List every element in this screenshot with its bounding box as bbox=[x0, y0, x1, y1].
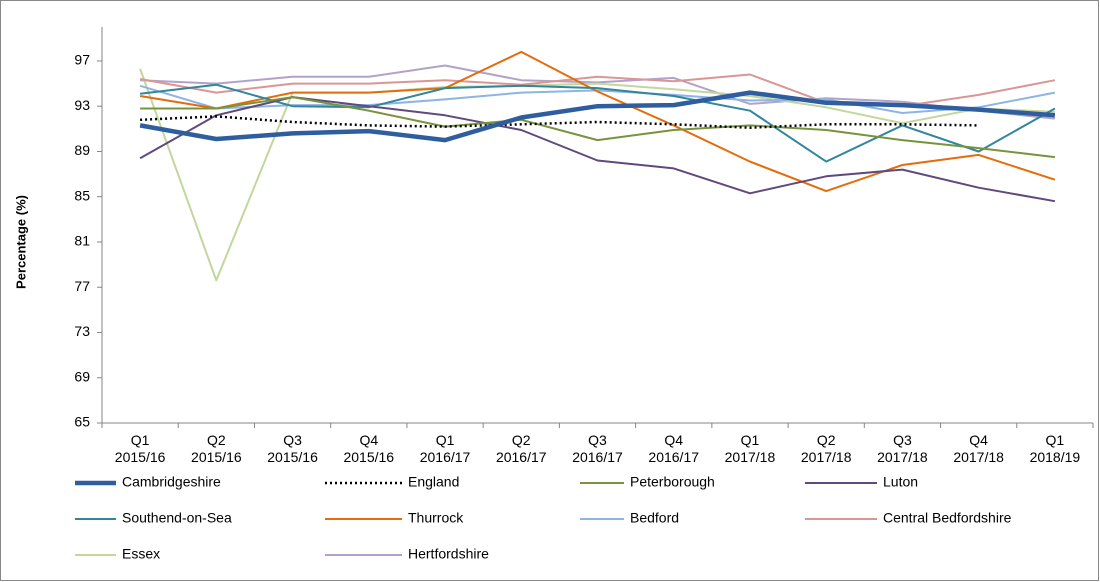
series-line bbox=[140, 115, 979, 129]
legend-label: Cambridgeshire bbox=[122, 474, 221, 490]
x-tick-label: Q2 2015/16 bbox=[191, 432, 242, 465]
x-tick-label: Q1 2017/18 bbox=[724, 432, 776, 465]
legend-label: Hertfordshire bbox=[408, 546, 489, 562]
y-tick-label: 69 bbox=[74, 368, 90, 384]
y-tick-label: 73 bbox=[74, 323, 90, 339]
series-line bbox=[139, 83, 1056, 163]
legend-label: Essex bbox=[122, 546, 160, 562]
legend-label: Luton bbox=[883, 474, 918, 490]
x-tick-label: Q3 2015/16 bbox=[267, 432, 318, 465]
x-tick-label: Q3 2017/18 bbox=[877, 432, 928, 465]
y-axis-label: Percentage (%) bbox=[13, 195, 28, 289]
y-tick-label: 85 bbox=[74, 187, 90, 203]
series-line bbox=[139, 90, 1056, 143]
legend-label: Peterborough bbox=[630, 474, 715, 490]
series-line bbox=[139, 50, 1056, 193]
x-tick-label: Q1 2018/19 bbox=[1029, 432, 1081, 465]
legend-label: Southend-on-Sea bbox=[122, 510, 232, 526]
x-tick-label: Q3 2016/17 bbox=[572, 432, 623, 465]
x-tick-label: Q1 2015/16 bbox=[114, 432, 166, 465]
legend-label: Bedford bbox=[630, 510, 679, 526]
y-tick-label: 77 bbox=[74, 278, 90, 294]
x-tick-label: Q2 2016/17 bbox=[495, 432, 547, 465]
series-line bbox=[140, 96, 1056, 159]
x-tick-label: Q4 2017/18 bbox=[953, 432, 1004, 465]
y-tick-label: 93 bbox=[74, 97, 90, 113]
legend-label: Central Bedfordshire bbox=[883, 510, 1012, 526]
x-tick-label: Q4 2016/17 bbox=[648, 432, 700, 465]
legend-label: England bbox=[408, 474, 459, 490]
x-tick-label: Q2 2017/18 bbox=[800, 432, 852, 465]
x-tick-label: Q1 2016/17 bbox=[419, 432, 471, 465]
legend-label: Thurrock bbox=[408, 510, 464, 526]
y-tick-label: 97 bbox=[74, 52, 90, 68]
y-tick-label: 89 bbox=[74, 142, 90, 158]
y-tick-label: 81 bbox=[74, 233, 90, 249]
y-tick-label: 65 bbox=[74, 414, 90, 430]
series-line bbox=[140, 64, 1056, 120]
x-tick-label: Q4 2015/16 bbox=[343, 432, 395, 465]
